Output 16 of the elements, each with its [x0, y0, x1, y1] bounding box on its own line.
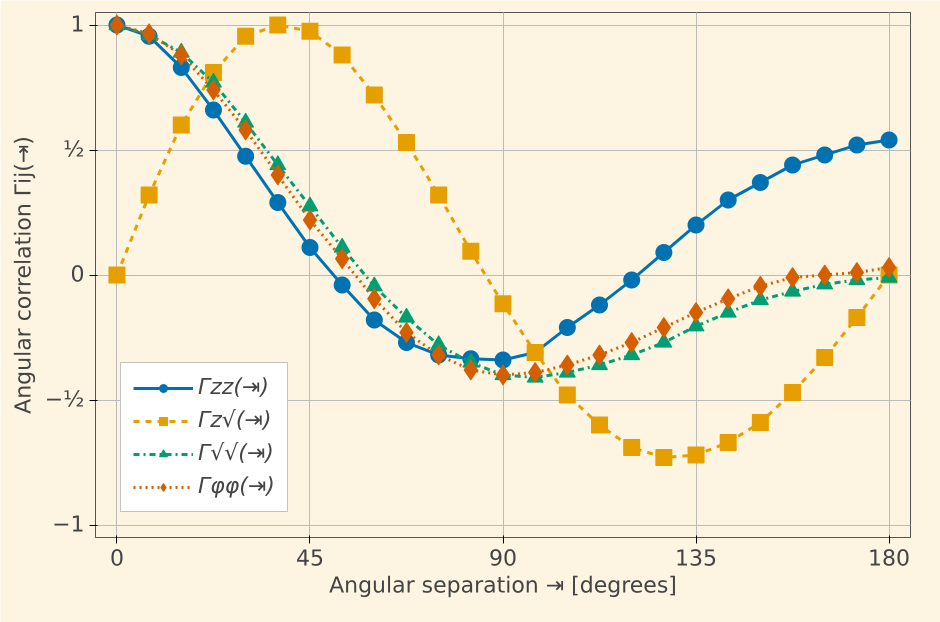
x-tick-label: 180 — [868, 546, 910, 572]
y-tick-label: −1 — [52, 512, 85, 538]
y-tick-label: 1 — [70, 12, 85, 38]
x-tick-label: 135 — [675, 546, 718, 572]
legend-label: Γz√(⇥) — [198, 408, 272, 433]
y-tick-label: 0 — [70, 262, 85, 288]
legend-label: Γφφ(⇥) — [198, 474, 275, 499]
legend-label: Γ√√(⇥) — [198, 441, 274, 466]
x-tick-label: 0 — [110, 546, 124, 572]
x-tick-label: 90 — [489, 546, 518, 572]
x-axis-title: Angular separation ⇥ [degrees] — [329, 574, 677, 598]
legend-label: Γzz(⇥) — [198, 375, 269, 400]
y-tick-label: −½ — [44, 388, 85, 412]
y-axis-title: Angular correlation Γij(⇥) — [12, 136, 37, 414]
y-tick-label: ½ — [63, 138, 85, 162]
x-tick-label: 45 — [296, 546, 324, 572]
